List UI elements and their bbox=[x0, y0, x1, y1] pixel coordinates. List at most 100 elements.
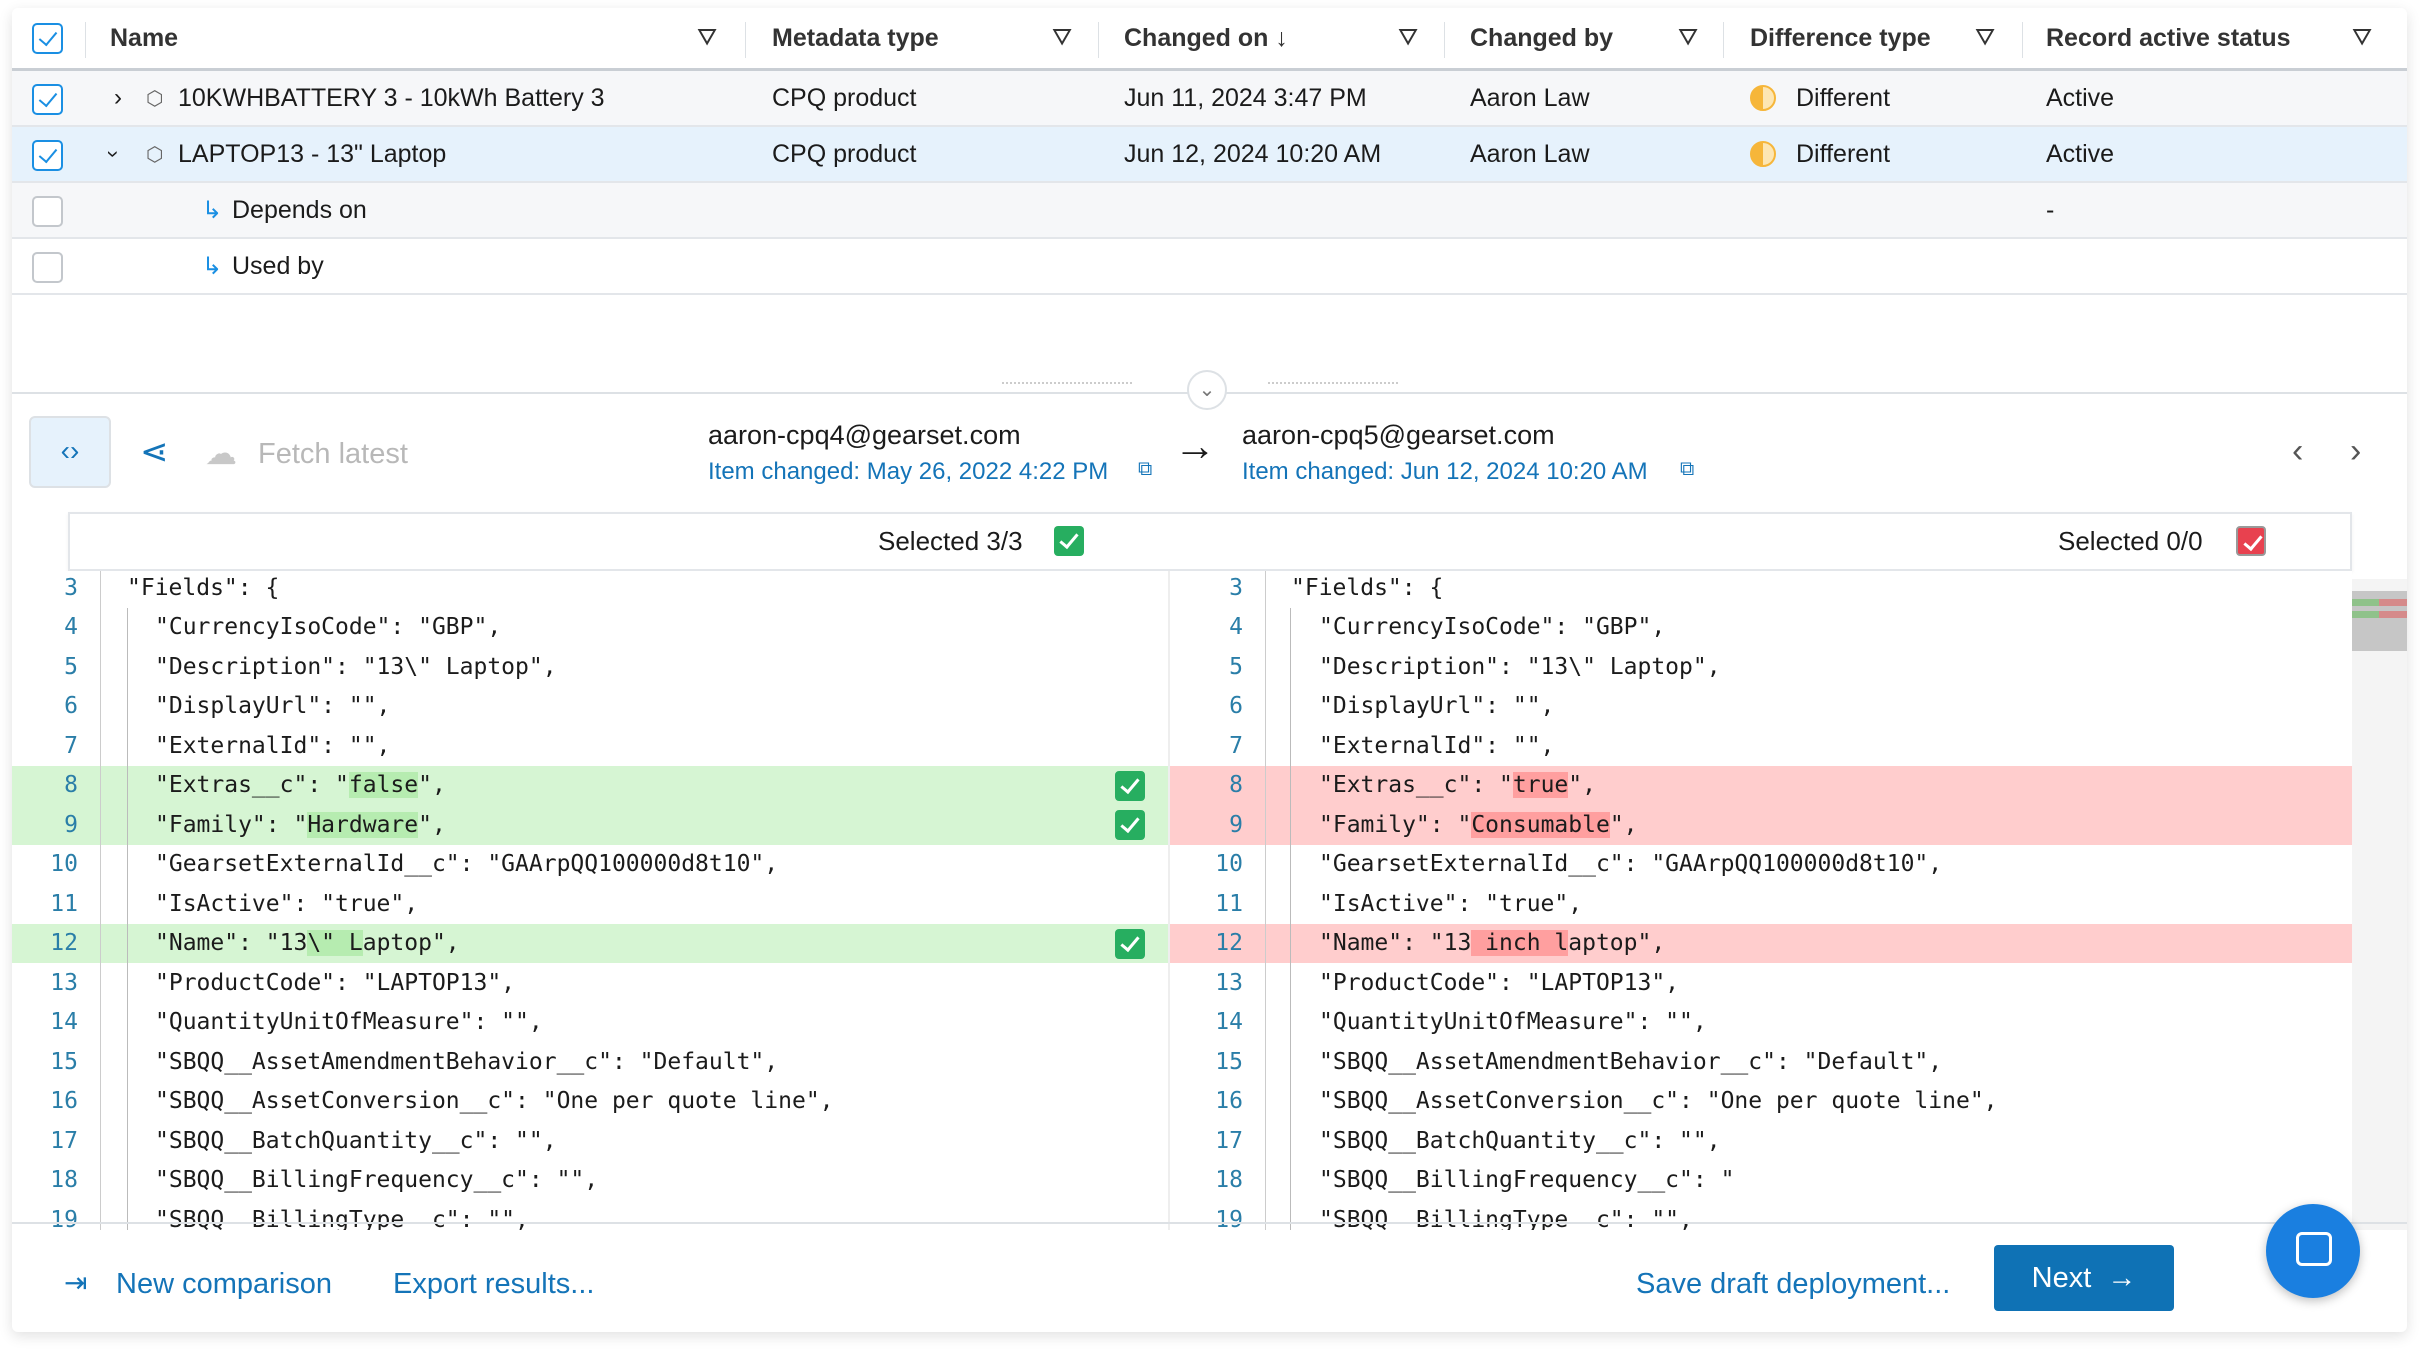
changed-segment: inch l bbox=[1471, 930, 1569, 957]
line-number: 11 bbox=[1215, 890, 1243, 917]
filter-icon[interactable]: ⛛ bbox=[2352, 24, 2373, 51]
right-selected-count: Selected 0/0 bbox=[2058, 526, 2203, 556]
branch-arrow-icon: ↳ bbox=[202, 196, 223, 224]
external-link-icon[interactable]: ⧉ bbox=[1138, 458, 1153, 480]
export-results-button[interactable]: Export results... bbox=[393, 1268, 595, 1300]
code-text: "SBQQ__AssetAmendmentBehavior__c": "Defa… bbox=[155, 1049, 778, 1075]
code-segment: "Fields": { bbox=[1291, 574, 1444, 601]
code-segment: "IsActive": "true", bbox=[1319, 890, 1583, 917]
code-text: "SBQQ__BillingType__c": "", bbox=[155, 1207, 529, 1230]
row-type: CPQ product bbox=[772, 83, 917, 112]
row-changed-by: Aaron Law bbox=[1470, 139, 1590, 168]
row-type: CPQ product bbox=[772, 139, 917, 168]
code-line: 13 "ProductCode": "LAPTOP13", bbox=[1170, 963, 2352, 1003]
code-text: "IsActive": "true", bbox=[155, 891, 418, 917]
code-line: 5 "Description": "13\" Laptop", bbox=[1170, 647, 2352, 687]
child-label[interactable]: Depends on bbox=[232, 195, 367, 224]
product-cube-icon: ⬡ bbox=[146, 143, 164, 166]
code-segment: ", bbox=[1568, 772, 1596, 799]
child-row-depends-on[interactable]: ↳ Depends on - bbox=[12, 183, 2407, 239]
chat-support-button[interactable] bbox=[2266, 1204, 2360, 1298]
changed-segment: \" L bbox=[307, 930, 363, 957]
line-number: 17 bbox=[50, 1127, 78, 1154]
code-segment: "SBQQ__AssetAmendmentBehavior__c": "Defa… bbox=[1319, 1048, 1943, 1075]
line-number: 8 bbox=[64, 772, 78, 799]
filter-icon[interactable]: ⛛ bbox=[1052, 24, 1073, 51]
code-segment: "DisplayUrl": "", bbox=[1319, 693, 1555, 720]
right-select-all-checkbox[interactable] bbox=[2236, 526, 2266, 556]
code-line: 4 "CurrencyIsoCode": "GBP", bbox=[1170, 607, 2352, 647]
line-select-checkbox[interactable] bbox=[1115, 770, 1145, 801]
code-text: "Description": "13\" Laptop", bbox=[155, 654, 557, 680]
next-diff-button[interactable]: › bbox=[2350, 432, 2362, 470]
code-text: "ExternalId": "", bbox=[1319, 733, 1554, 759]
collapse-chevron-icon[interactable]: ⌄ bbox=[1187, 370, 1227, 410]
code-segment: "Name": "13 bbox=[1319, 930, 1472, 957]
code-view-button[interactable]: ‹› bbox=[29, 416, 111, 488]
changed-segment: false bbox=[348, 772, 419, 799]
new-comparison-button[interactable]: New comparison bbox=[116, 1268, 332, 1300]
table-row-selected[interactable]: › ⬡ LAPTOP13 - 13" Laptop CPQ product Ju… bbox=[12, 127, 2407, 183]
child-label[interactable]: Used by bbox=[232, 251, 324, 280]
code-text: "IsActive": "true", bbox=[1319, 891, 1582, 917]
col-name[interactable]: Name bbox=[110, 23, 179, 52]
code-segment: "ProductCode": "LAPTOP13", bbox=[155, 969, 516, 996]
prev-diff-button[interactable]: ‹ bbox=[2292, 432, 2304, 470]
chevron-down-icon[interactable]: › bbox=[101, 150, 127, 158]
diff-minimap-scrollbar[interactable] bbox=[2352, 579, 2407, 1230]
source-org: aaron-cpq4@gearset.com bbox=[708, 420, 1021, 450]
col-changed-by[interactable]: Changed by bbox=[1470, 23, 1614, 52]
row-checkbox[interactable] bbox=[32, 196, 63, 227]
code-segment: "Family": " bbox=[1319, 811, 1472, 838]
select-all-checkbox[interactable] bbox=[32, 22, 63, 54]
save-draft-deployment-button[interactable]: Save draft deployment... bbox=[1636, 1268, 1951, 1300]
left-select-all-checkbox[interactable] bbox=[1054, 526, 1084, 556]
code-line: 19 "SBQQ__BillingType__c": "", bbox=[12, 1200, 1168, 1230]
line-select-checkbox[interactable] bbox=[1115, 928, 1145, 959]
external-link-icon[interactable]: ⧉ bbox=[1680, 458, 1695, 480]
filter-icon[interactable]: ⛛ bbox=[1975, 24, 1996, 51]
code-text: "SBQQ__AssetAmendmentBehavior__c": "Defa… bbox=[1319, 1049, 1942, 1075]
row-changed-on: Jun 11, 2024 3:47 PM bbox=[1124, 83, 1367, 112]
chevron-right-icon[interactable]: › bbox=[114, 84, 122, 111]
child-row-used-by[interactable]: ↳ Used by bbox=[12, 239, 2407, 295]
line-number: 7 bbox=[1229, 732, 1243, 759]
filter-icon[interactable]: ⛛ bbox=[1398, 24, 1419, 51]
line-number: 9 bbox=[64, 811, 78, 838]
line-number: 9 bbox=[1229, 811, 1243, 838]
product-cube-icon: ⬡ bbox=[146, 87, 164, 110]
row-checkbox[interactable] bbox=[32, 140, 63, 171]
filter-icon[interactable]: ⛛ bbox=[1678, 24, 1699, 51]
code-segment: "SBQQ__AssetConversion__c": "One per quo… bbox=[155, 1088, 834, 1115]
code-text: "CurrencyIsoCode": "GBP", bbox=[1319, 614, 1665, 640]
source-item-changed-link[interactable]: Item changed: May 26, 2022 4:22 PM bbox=[708, 458, 1109, 485]
code-segment: "Description": "13\" Laptop", bbox=[155, 653, 557, 680]
target-item-changed-link[interactable]: Item changed: Jun 12, 2024 10:20 AM bbox=[1242, 458, 1648, 485]
line-number: 5 bbox=[1229, 653, 1243, 680]
table-row[interactable]: › ⬡ 10KWHBATTERY 3 - 10kWh Battery 3 CPQ… bbox=[12, 71, 2407, 127]
code-segment: "QuantityUnitOfMeasure": "", bbox=[1319, 1009, 1707, 1036]
line-select-checkbox[interactable] bbox=[1115, 810, 1145, 840]
col-record-active-status[interactable]: Record active status bbox=[2046, 23, 2291, 52]
line-number: 18 bbox=[1215, 1167, 1243, 1194]
difference-icon bbox=[1750, 141, 1776, 167]
col-changed-on[interactable]: Changed on ↓ bbox=[1124, 23, 1288, 52]
col-metadata-type[interactable]: Metadata type bbox=[772, 23, 939, 52]
line-number: 15 bbox=[50, 1048, 78, 1075]
changed-segment: Hardware bbox=[307, 811, 419, 838]
row-checkbox[interactable] bbox=[32, 252, 63, 283]
selection-bar bbox=[68, 512, 2352, 571]
code-line: 9 "Family": "Consumable", bbox=[1170, 805, 2352, 845]
fetch-latest-button[interactable]: Fetch latest bbox=[258, 438, 408, 470]
line-number: 3 bbox=[64, 574, 78, 601]
code-text: "Name": "13\" Laptop", bbox=[155, 930, 460, 957]
code-line: 14 "QuantityUnitOfMeasure": "", bbox=[1170, 1002, 2352, 1042]
next-button[interactable]: Next → bbox=[1994, 1245, 2174, 1311]
filter-icon[interactable]: ⛛ bbox=[697, 24, 718, 51]
code-segment: "Extras__c": " bbox=[1319, 772, 1513, 799]
row-checkbox[interactable] bbox=[32, 84, 63, 115]
col-difference-type[interactable]: Difference type bbox=[1750, 23, 1931, 52]
code-line: 17 "SBQQ__BatchQuantity__c": "", bbox=[12, 1121, 1168, 1161]
share-icon[interactable]: ⋖ bbox=[140, 433, 169, 471]
code-segment: ", bbox=[418, 811, 446, 838]
